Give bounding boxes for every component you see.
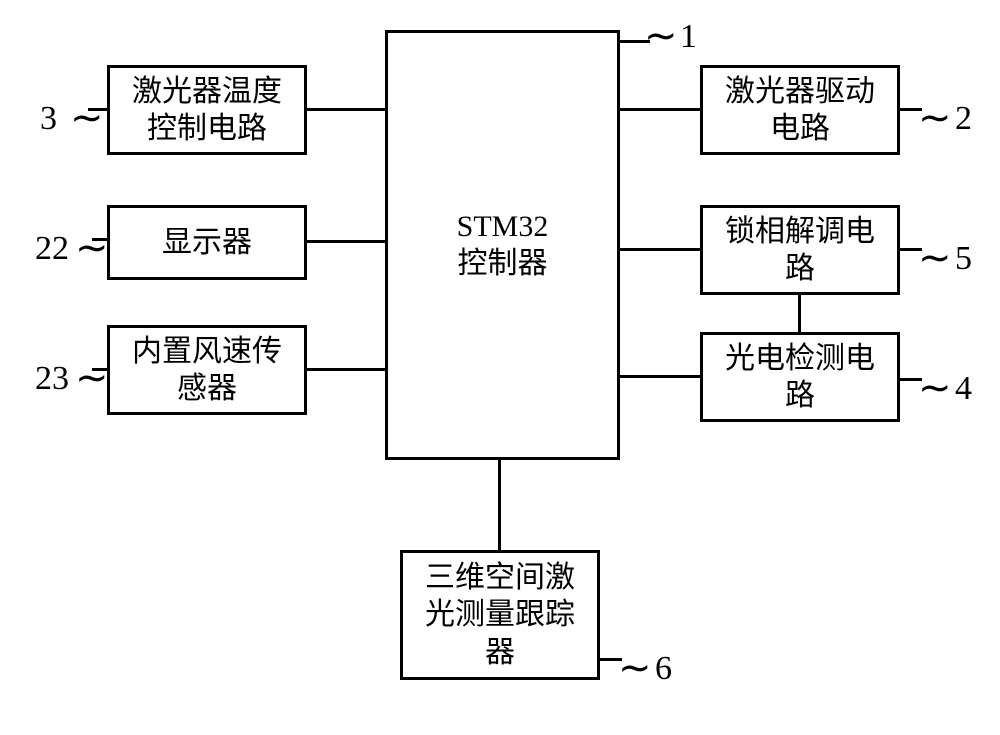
box-mid_left: 显示器 bbox=[107, 205, 307, 280]
tilde-t5: ∼ bbox=[918, 234, 952, 281]
tilde-t2: ∼ bbox=[918, 94, 952, 141]
tilde-t23: ∼ bbox=[75, 354, 109, 401]
tilde-t1: ∼ bbox=[644, 12, 678, 59]
label-l3: 3 bbox=[40, 100, 57, 138]
box-bot_left: 内置风速传 感器 bbox=[107, 325, 307, 415]
connector-line bbox=[307, 240, 385, 243]
connector-line bbox=[620, 375, 700, 378]
box-top_left: 激光器温度 控制电路 bbox=[107, 65, 307, 155]
tilde-t3: ∼ bbox=[70, 94, 104, 141]
diagram-canvas: STM32 控制器激光器温度 控制电路显示器内置风速传 感器 激光器驱动 电路锁相… bbox=[0, 0, 1000, 735]
connector-line bbox=[798, 295, 801, 332]
box-top_right: 激光器驱动 电路 bbox=[700, 65, 900, 155]
box-mid_right: 锁相解调电 路 bbox=[700, 205, 900, 295]
tilde-t6: ∼ bbox=[618, 644, 652, 691]
box-center: STM32 控制器 bbox=[385, 30, 620, 460]
tilde-t22: ∼ bbox=[75, 224, 109, 271]
connector-line bbox=[620, 248, 700, 251]
label-l4: 4 bbox=[955, 370, 972, 408]
label-l6: 6 bbox=[655, 650, 672, 688]
label-l1: 1 bbox=[680, 18, 697, 56]
box-bottom: 三维空间激 光测量跟踪 器 bbox=[400, 550, 600, 680]
label-l23: 23 bbox=[35, 360, 69, 398]
connector-line bbox=[307, 368, 385, 371]
label-l5: 5 bbox=[955, 240, 972, 278]
connector-line bbox=[498, 460, 501, 550]
tilde-t4: ∼ bbox=[918, 364, 952, 411]
label-l22: 22 bbox=[35, 230, 69, 268]
connector-line bbox=[620, 108, 700, 111]
box-bot_right: 光电检测电 路 bbox=[700, 332, 900, 422]
label-l2: 2 bbox=[955, 100, 972, 138]
connector-line bbox=[307, 108, 385, 111]
